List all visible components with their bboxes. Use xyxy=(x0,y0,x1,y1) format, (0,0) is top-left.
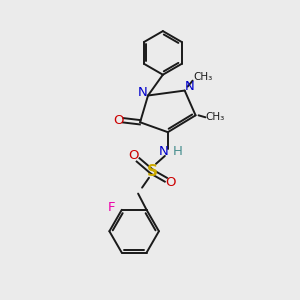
Text: O: O xyxy=(113,114,124,127)
Text: N: N xyxy=(159,146,169,158)
Text: N: N xyxy=(185,80,194,93)
Text: O: O xyxy=(166,176,176,189)
Text: CH₃: CH₃ xyxy=(193,72,212,82)
Text: N: N xyxy=(138,86,148,99)
Text: H: H xyxy=(173,146,183,158)
Text: O: O xyxy=(128,149,138,162)
Text: F: F xyxy=(108,201,116,214)
Text: CH₃: CH₃ xyxy=(206,112,225,122)
Text: S: S xyxy=(146,164,158,179)
